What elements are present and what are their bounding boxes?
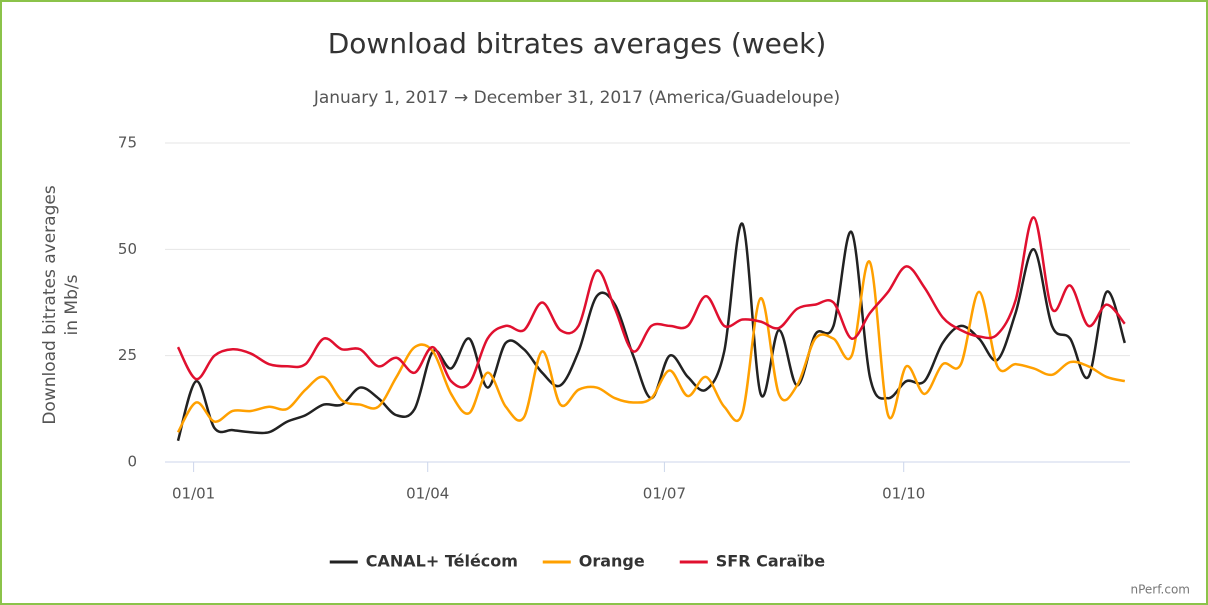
chart-subtitle: January 1, 2017 → December 31, 2017 (Ame…: [313, 88, 840, 108]
series-line: [176, 260, 1126, 433]
y-tick-label: 25: [118, 346, 137, 364]
y-axis-title: Download bitrates averages in Mb/s: [40, 185, 82, 424]
legend-label: SFR Caraïbe: [716, 552, 826, 571]
legend-label: CANAL+ Télécom: [366, 552, 518, 571]
x-tick-label: 01/04: [406, 485, 449, 503]
x-tick-label: 01/10: [882, 485, 925, 503]
series-line: [176, 216, 1126, 389]
chart-title: Download bitrates averages (week): [328, 27, 827, 60]
y-axis-title-line: Download bitrates averages: [40, 185, 60, 424]
y-tick-label: 75: [118, 134, 137, 152]
x-tick-label: 01/01: [172, 485, 215, 503]
y-tick-label: 50: [118, 240, 137, 258]
y-axis-title-line: in Mb/s: [62, 274, 82, 335]
y-tick-label: 0: [127, 453, 137, 471]
credit: nPerf.com: [1130, 583, 1190, 597]
legend-label: Orange: [579, 552, 645, 571]
x-tick-label: 01/07: [643, 485, 686, 503]
